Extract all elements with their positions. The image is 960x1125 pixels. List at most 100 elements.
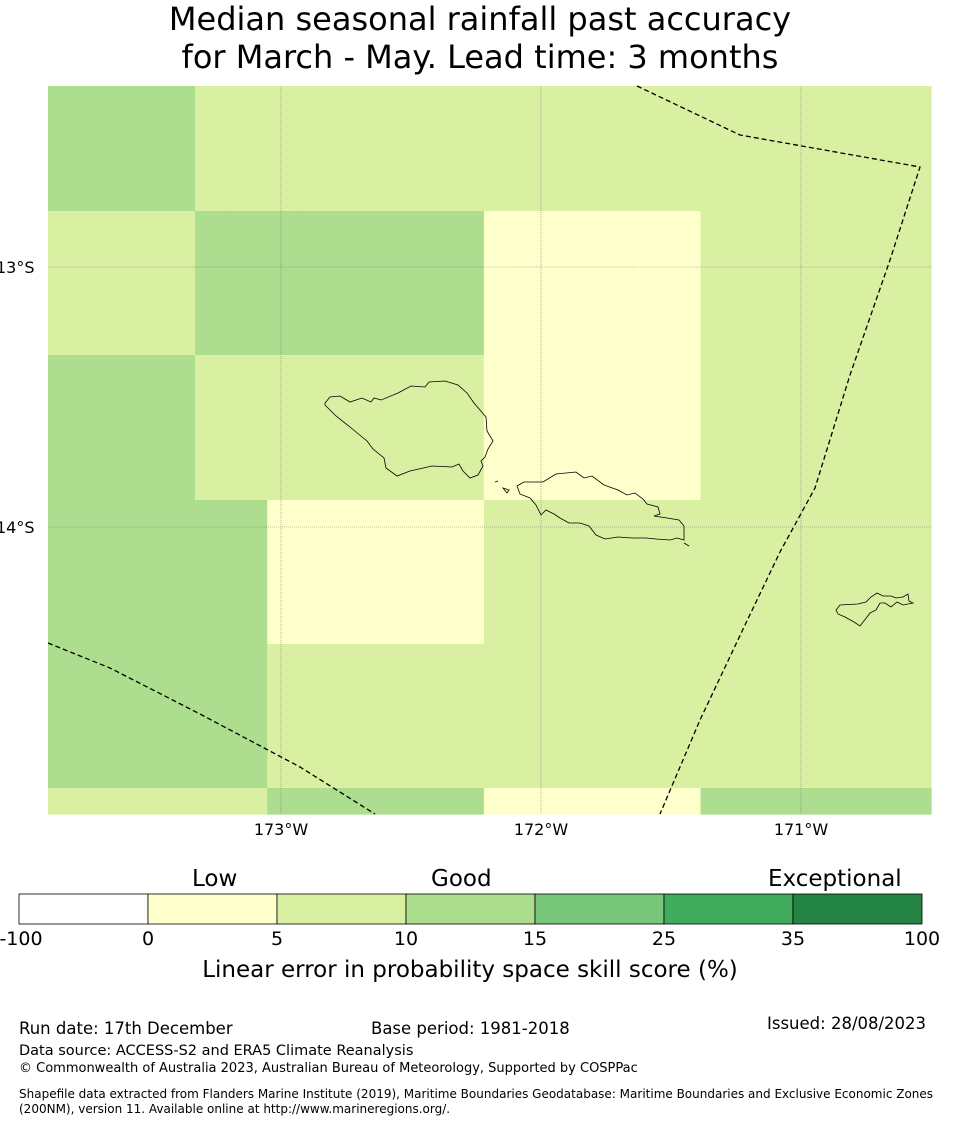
grid-cell [375, 211, 413, 356]
base-period: Base period: 1981-2018 [371, 1019, 570, 1038]
colorbar-segment [276, 893, 407, 925]
grid-cell [772, 355, 810, 501]
grid-cell [700, 211, 738, 356]
grid-cell [267, 86, 304, 212]
grid-cell [700, 355, 738, 501]
eez-boundary-south [47, 642, 376, 815]
category-exceptional: Exceptional [768, 866, 902, 892]
grid-cell [411, 211, 449, 356]
grid-cell [231, 788, 268, 815]
grid-cell [48, 500, 196, 645]
savaii-island [324, 380, 494, 479]
grid-cell [267, 644, 304, 789]
grid-cell [231, 355, 268, 501]
colorbar [18, 893, 923, 925]
category-good: Good [431, 866, 492, 892]
grid-cell [483, 788, 521, 815]
grid-cell [447, 355, 485, 501]
grid-cell [736, 86, 774, 212]
grid-cell [736, 788, 774, 815]
colorbar-segment [405, 893, 536, 925]
grid-cell [700, 86, 738, 212]
colorbar-tick: -100 [0, 928, 43, 950]
grid-cell [195, 788, 232, 815]
apolima-island [494, 480, 499, 483]
grid-cell [628, 211, 666, 356]
grid-cell [772, 86, 810, 212]
grid-cell [592, 86, 629, 212]
eez-boundary-north [636, 85, 921, 815]
skill-grid [48, 86, 932, 815]
grid-cell [303, 355, 341, 501]
colorbar-tick: 100 [903, 928, 941, 950]
data-source: Data source: ACCESS-S2 and ERA5 Climate … [19, 1043, 414, 1059]
grid-cell [195, 355, 232, 501]
grid-cell [48, 355, 196, 501]
grid-cell [48, 644, 196, 789]
grid-cell [736, 500, 774, 645]
upolu-tip [683, 542, 690, 547]
grid-cell [736, 211, 774, 356]
grid-cell [700, 788, 738, 815]
lon-label-173w: 173°W [253, 820, 309, 839]
grid-cell [339, 355, 377, 501]
grid-cell [700, 500, 738, 645]
grid-cell [519, 500, 557, 645]
grid-cell [664, 211, 702, 356]
lat-label-14s: 14°S [0, 518, 35, 537]
grid-cell [592, 500, 629, 645]
grid-cell [48, 211, 196, 356]
tutuila-island [835, 592, 915, 627]
grid-cell [339, 86, 377, 212]
grid-cell [303, 211, 341, 356]
grid-cell [447, 500, 485, 645]
grid-cell [772, 644, 810, 789]
coastlines [324, 380, 915, 627]
grid-cell [664, 355, 702, 501]
grid-cell [483, 355, 521, 501]
grid-cell [267, 355, 304, 501]
colorbar-tick: 15 [522, 928, 548, 950]
grid-cell [231, 211, 268, 356]
grid-cell [556, 355, 593, 501]
category-low: Low [192, 866, 238, 892]
grid-cell [231, 644, 268, 789]
grid-cell [808, 644, 932, 789]
grid-cell [772, 788, 810, 815]
grid-cell [48, 86, 196, 212]
manono-island [501, 487, 510, 494]
grid-cell [195, 500, 232, 645]
colorbar-tick: 0 [141, 928, 155, 950]
colorbar-segment [147, 893, 278, 925]
grid-cell [411, 355, 449, 501]
grid-cell [339, 500, 377, 645]
grid-cell [628, 355, 666, 501]
run-date: Run date: 17th December [19, 1019, 233, 1038]
grid-cell [447, 644, 485, 789]
grid-cell [447, 788, 485, 815]
grid-cell [231, 86, 268, 212]
grid-cell [339, 211, 377, 356]
grid-cell [231, 500, 268, 645]
shapefile-credit: Shapefile data extracted from Flanders M… [19, 1087, 934, 1116]
grid-cell [375, 644, 413, 789]
colorbar-segment [18, 893, 149, 925]
grid-cell [48, 788, 196, 815]
grid-cell [195, 644, 232, 789]
grid-cell [556, 644, 593, 789]
grid-cell [375, 86, 413, 212]
grid-cell [592, 644, 629, 789]
grid-cell [628, 86, 666, 212]
grid-cell [664, 500, 702, 645]
chart-title-line-1: Median seasonal rainfall past accuracy [168, 0, 792, 38]
grid-cell [375, 355, 413, 501]
grid-cell [556, 211, 593, 356]
grid-cell [519, 788, 557, 815]
grid-cell [808, 500, 932, 645]
grid-cell [664, 644, 702, 789]
upolu-island [516, 471, 685, 541]
grid-cell [628, 500, 666, 645]
grid-cell [664, 86, 702, 212]
chart-title: Median seasonal rainfall past accuracy f… [0, 0, 960, 76]
